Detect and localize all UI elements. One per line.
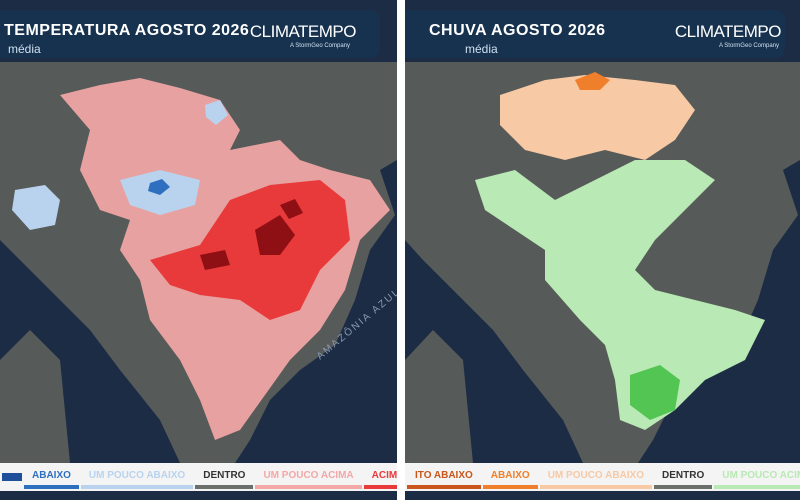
legend-item: DENTRO: [654, 466, 713, 489]
cool-area: [12, 100, 228, 230]
cold-area: [148, 179, 170, 195]
legend: ITO ABAIXO ABAIXO UM POUCO ABAIXO DENTRO UM …: [405, 463, 800, 491]
rain-panel: CHUVA AGOSTO 2026 média CLIMATEMPO A Sto…: [405, 0, 800, 500]
header: CHUVA AGOSTO 2026 média CLIMATEMPO A Sto…: [405, 10, 785, 58]
rain-map: [405, 62, 800, 463]
warm-area: [150, 180, 350, 320]
legend-item: UM POUCO ABAIXO: [539, 466, 653, 489]
header: TEMPERATURA AGOSTO 2026 média CLIMATEMPO…: [0, 10, 380, 58]
legend-item: ABAIXO: [24, 466, 79, 489]
title: TEMPERATURA AGOSTO 2026: [4, 22, 250, 39]
land: [0, 330, 70, 463]
legend-item: ITO ABAIXO: [407, 466, 481, 489]
logo-sub: A StormGeo Company: [289, 43, 350, 49]
legend-item: ACIMA: [363, 466, 397, 489]
logo: CLIMATEMPO: [674, 22, 782, 41]
legend: ABAIXO UM POUCO ABAIXO DENTRO UM POUCO ACIM…: [0, 463, 397, 491]
legend-item: UM POUCO ACIMA: [714, 466, 800, 489]
legend-item: UM POUCO ABAIXO: [80, 466, 194, 489]
logo: CLIMATEMPO: [249, 22, 357, 41]
legend-item: UM POUCO ACIMA: [255, 466, 362, 489]
temperature-panel: AMAZÔNIA AZUL TEMPERATURA AGOSTO 2026 mé…: [0, 0, 397, 500]
land: [405, 330, 473, 463]
title: CHUVA AGOSTO 2026: [429, 22, 606, 39]
legend-item: ABAIXO: [482, 466, 538, 489]
above-area: [475, 160, 765, 430]
hot-area: [200, 199, 303, 270]
dry-area: [575, 72, 610, 90]
logo-sub: A StormGeo Company: [718, 43, 779, 49]
temperature-map: AMAZÔNIA AZUL: [0, 62, 397, 463]
below-area: [500, 75, 695, 160]
wet-area: [630, 365, 680, 420]
subtitle: média: [8, 42, 41, 56]
subtitle: média: [465, 42, 498, 56]
legend-swatch: [2, 473, 22, 481]
legend-item: DENTRO: [195, 466, 254, 489]
